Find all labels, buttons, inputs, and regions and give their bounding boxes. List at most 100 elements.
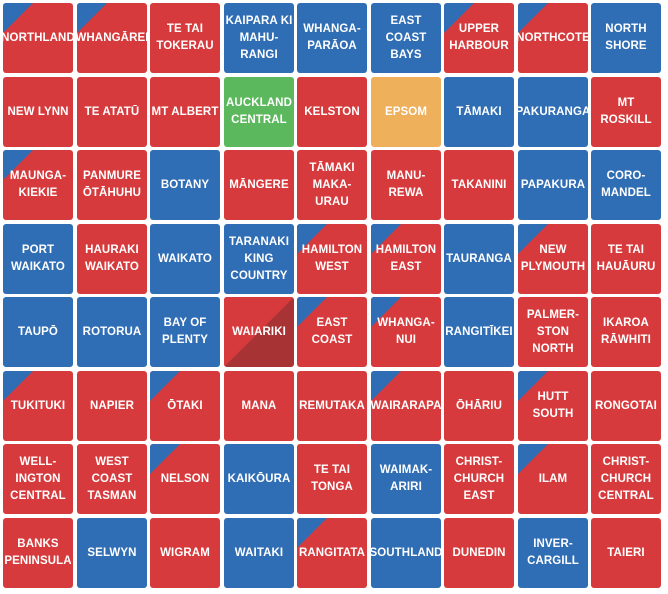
electorate-tile-napier[interactable]: NAPIER: [77, 371, 147, 441]
electorate-tile-rotorua[interactable]: ROTORUA: [77, 297, 147, 367]
electorate-tile-wairarapa[interactable]: WAIRARAPA: [371, 371, 441, 441]
electorate-tile-te-tai-tokerau[interactable]: TE TAI TOKERAU: [150, 3, 220, 73]
electorate-tile-new-lynn[interactable]: NEW LYNN: [3, 77, 73, 147]
electorate-tile-dunedin[interactable]: DUNEDIN: [444, 518, 514, 588]
electorate-tile-māngere[interactable]: MĀNGERE: [224, 150, 294, 220]
electorate-name: DUNEDIN: [452, 546, 506, 559]
electorate-tile-east-coast[interactable]: EAST COAST: [297, 297, 367, 367]
electorate-name: BAY OF PLENTY: [162, 317, 208, 346]
electorate-name: BANKS PENINSULA: [4, 538, 72, 567]
electorate-name: NORTHLAND: [3, 31, 73, 44]
electorate-tile-well-ington-central[interactable]: WELL- INGTON CENTRAL: [3, 444, 73, 514]
electorate-tile-tauranga[interactable]: TAURANGA: [444, 224, 514, 294]
electorate-tile-rongotai[interactable]: RONGOTAI: [591, 371, 661, 441]
electorate-tile-ōhāriu[interactable]: ŌHĀRIU: [444, 371, 514, 441]
electorate-tile-te-tai-tonga[interactable]: TE TAI TONGA: [297, 444, 367, 514]
electorate-name: TE ATATŪ: [84, 105, 140, 118]
electorate-tile-kaikōura[interactable]: KAIKŌURA: [224, 444, 294, 514]
electorate-name: KAIPARA KI MAHU- RANGI: [225, 14, 293, 61]
electorate-tile-te-tai-hauāuru[interactable]: TE TAI HAUĀURU: [591, 224, 661, 294]
electorate-tile-northland[interactable]: NORTHLAND: [3, 3, 73, 73]
electorate-tile-kaipara-ki-mahu-rangi[interactable]: KAIPARA KI MAHU- RANGI: [224, 3, 294, 73]
swing-corner-marker: [3, 3, 33, 33]
electorate-tile-te-atatū[interactable]: TE ATATŪ: [77, 77, 147, 147]
electorate-name: TĀMAKI: [456, 105, 502, 118]
electorate-tile-rangitīkei[interactable]: RANGITĪKEI: [444, 297, 514, 367]
electorate-name: WAIRARAPA: [371, 399, 441, 412]
electorate-tile-mt-roskill[interactable]: MT ROSKILL: [591, 77, 661, 147]
electorate-tile-banks-peninsula[interactable]: BANKS PENINSULA: [3, 518, 73, 588]
electorate-tile-ōtaki[interactable]: ŌTAKI: [150, 371, 220, 441]
electorate-name: MANA: [241, 399, 277, 412]
electorate-name: IKAROA RĀWHITI: [601, 317, 651, 346]
electorate-tile-wigram[interactable]: WIGRAM: [150, 518, 220, 588]
electorate-tile-hutt-south[interactable]: HUTT SOUTH: [518, 371, 588, 441]
electorate-name: SOUTHLAND: [371, 546, 441, 559]
electorate-tile-auckland-central[interactable]: AUCKLAND CENTRAL: [224, 77, 294, 147]
electorate-name: WAIKATO: [158, 252, 212, 265]
electorate-name: NEW LYNN: [7, 105, 69, 118]
electorate-name: CHRIST- CHURCH CENTRAL: [598, 455, 654, 502]
electorate-tile-taieri[interactable]: TAIERI: [591, 518, 661, 588]
electorate-name: NORTHCOTE: [518, 31, 588, 44]
electorate-tile-kelston[interactable]: KELSTON: [297, 77, 367, 147]
electorate-tile-upper-harbour[interactable]: UPPER HARBOUR: [444, 3, 514, 73]
swing-corner-marker: [518, 371, 548, 401]
electorate-tile-ikaroa-rāwhiti[interactable]: IKAROA RĀWHITI: [591, 297, 661, 367]
electorate-tile-hauraki-waikato[interactable]: HAURAKI WAIKATO: [77, 224, 147, 294]
electorate-tile-tukituki[interactable]: TUKITUKI: [3, 371, 73, 441]
electorate-tile-nelson[interactable]: NELSON: [150, 444, 220, 514]
electorate-tile-whanga-nui[interactable]: WHANGA- NUI: [371, 297, 441, 367]
electorate-tile-west-coast-tasman[interactable]: WEST COAST TASMAN: [77, 444, 147, 514]
electorate-tile-east-coast-bays[interactable]: EAST COAST BAYS: [371, 3, 441, 73]
electorate-tile-southland[interactable]: SOUTHLAND: [371, 518, 441, 588]
electorate-tile-ilam[interactable]: ILAM: [518, 444, 588, 514]
electorate-tile-epsom[interactable]: EPSOM: [371, 77, 441, 147]
electorate-tile-pakuranga[interactable]: PAKURANGA: [518, 77, 588, 147]
electorate-tile-papakura[interactable]: PAPAKURA: [518, 150, 588, 220]
electorate-tile-waiariki[interactable]: WAIARIKI: [224, 297, 294, 367]
electorate-tile-north-shore[interactable]: NORTH SHORE: [591, 3, 661, 73]
electorate-tile-new-plymouth[interactable]: NEW PLYMOUTH: [518, 224, 588, 294]
electorate-tile-christ-church-east[interactable]: CHRIST- CHURCH EAST: [444, 444, 514, 514]
swing-corner-marker: [150, 371, 180, 401]
electorate-name: NAPIER: [89, 399, 135, 412]
electorate-tile-tāmaki-maka-urau[interactable]: TĀMAKI MAKA- URAU: [297, 150, 367, 220]
electorate-tile-tāmaki[interactable]: TĀMAKI: [444, 77, 514, 147]
electorate-tile-hamilton-east[interactable]: HAMILTON EAST: [371, 224, 441, 294]
electorate-name: NEW PLYMOUTH: [520, 244, 586, 273]
electorate-tile-hamilton-west[interactable]: HAMILTON WEST: [297, 224, 367, 294]
electorate-tile-selwyn[interactable]: SELWYN: [77, 518, 147, 588]
electorate-tile-manu-rewa[interactable]: MANU- REWA: [371, 150, 441, 220]
electorate-name: TARANAKI KING COUNTRY: [229, 235, 289, 282]
electorate-tile-taranaki-king-country[interactable]: TARANAKI KING COUNTRY: [224, 224, 294, 294]
electorate-tile-whangārei[interactable]: WHANGĀREI: [77, 3, 147, 73]
electorate-name: WIGRAM: [160, 546, 210, 559]
electorate-tile-coro-mandel[interactable]: CORO- MANDEL: [591, 150, 661, 220]
electorate-tile-mana[interactable]: MANA: [224, 371, 294, 441]
electorate-tile-whanga-parāoa[interactable]: WHANGA- PARĀOA: [297, 3, 367, 73]
electorate-tile-rangitata[interactable]: RANGITATA: [297, 518, 367, 588]
electorate-tile-remutaka[interactable]: REMUTAKA: [297, 371, 367, 441]
electorate-name: HAMILTON EAST: [375, 244, 437, 273]
electorate-name: RANGITATA: [298, 546, 366, 559]
electorate-tile-palmer-ston-north[interactable]: PALMER- STON NORTH: [518, 297, 588, 367]
electorate-tile-taupō[interactable]: TAUPŌ: [3, 297, 73, 367]
electorate-tile-northcote[interactable]: NORTHCOTE: [518, 3, 588, 73]
electorate-name: WEST COAST TASMAN: [87, 455, 137, 502]
electorate-tile-waitaki[interactable]: WAITAKI: [224, 518, 294, 588]
electorate-tile-waikato[interactable]: WAIKATO: [150, 224, 220, 294]
electorate-tile-panmure-ōtāhuhu[interactable]: PANMURE ŌTĀHUHU: [77, 150, 147, 220]
electorate-name: TUKITUKI: [10, 399, 66, 412]
electorate-tile-botany[interactable]: BOTANY: [150, 150, 220, 220]
electorate-tile-maunga-kiekie[interactable]: MAUNGA- KIEKIE: [3, 150, 73, 220]
electorate-name: REMUTAKA: [299, 399, 365, 412]
electorate-tile-inver-cargill[interactable]: INVER- CARGILL: [518, 518, 588, 588]
electorate-tile-takanini[interactable]: TAKANINI: [444, 150, 514, 220]
electorate-name: NORTH SHORE: [605, 23, 647, 52]
electorate-tile-mt-albert[interactable]: MT ALBERT: [150, 77, 220, 147]
electorate-tile-christ-church-central[interactable]: CHRIST- CHURCH CENTRAL: [591, 444, 661, 514]
electorate-tile-bay-of-plenty[interactable]: BAY OF PLENTY: [150, 297, 220, 367]
electorate-tile-port-waikato[interactable]: PORT WAIKATO: [3, 224, 73, 294]
electorate-tile-waimak-ariri[interactable]: WAIMAK- ARIRI: [371, 444, 441, 514]
